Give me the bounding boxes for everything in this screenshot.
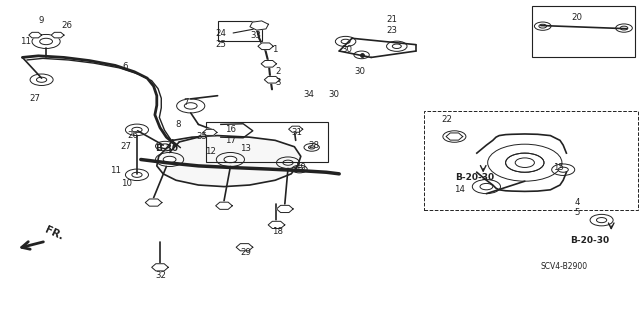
Text: B-30: B-30	[155, 144, 178, 153]
Bar	[206, 122, 328, 162]
Circle shape	[161, 144, 170, 148]
Circle shape	[596, 218, 607, 223]
Circle shape	[539, 24, 547, 28]
Polygon shape	[145, 199, 162, 206]
Circle shape	[36, 77, 47, 82]
Text: 18: 18	[272, 227, 284, 236]
Circle shape	[283, 160, 293, 165]
Circle shape	[506, 153, 544, 172]
Circle shape	[163, 156, 176, 163]
Text: 33: 33	[250, 31, 262, 40]
Circle shape	[184, 103, 197, 109]
Circle shape	[620, 26, 628, 30]
Text: 27: 27	[29, 94, 41, 103]
Polygon shape	[258, 43, 273, 49]
Circle shape	[341, 39, 350, 44]
Circle shape	[558, 167, 568, 172]
Text: SCV4-B2900: SCV4-B2900	[541, 262, 588, 271]
Text: 32: 32	[156, 271, 167, 280]
Polygon shape	[289, 126, 303, 132]
Text: 11: 11	[109, 166, 121, 175]
Polygon shape	[29, 32, 42, 38]
Circle shape	[308, 146, 315, 149]
Circle shape	[296, 167, 303, 171]
Text: 14: 14	[454, 185, 465, 194]
Text: 16: 16	[225, 125, 236, 134]
Text: 17: 17	[225, 136, 236, 145]
Polygon shape	[261, 61, 276, 67]
Text: 23: 23	[386, 26, 397, 35]
Text: 5: 5	[575, 208, 580, 217]
Text: 30: 30	[354, 67, 365, 76]
Text: 24: 24	[215, 29, 227, 38]
Bar	[218, 21, 262, 41]
Text: 10: 10	[120, 179, 132, 188]
Text: 26: 26	[127, 131, 138, 140]
Text: FR.: FR.	[44, 225, 65, 242]
Text: 30: 30	[328, 90, 340, 99]
Text: B-20-30: B-20-30	[455, 173, 495, 182]
Text: 1: 1	[273, 45, 278, 54]
Circle shape	[40, 38, 52, 45]
Text: 11: 11	[20, 37, 31, 46]
Text: 35: 35	[196, 132, 207, 141]
Circle shape	[480, 183, 493, 190]
Text: 13: 13	[240, 144, 252, 153]
Polygon shape	[152, 264, 168, 271]
Bar	[532, 6, 635, 57]
Circle shape	[449, 134, 460, 139]
Text: 12: 12	[205, 147, 216, 156]
Text: B-20-30: B-20-30	[570, 236, 610, 245]
Bar	[424, 111, 638, 210]
Text: 3: 3	[275, 78, 280, 87]
Text: 9: 9	[39, 16, 44, 25]
Circle shape	[392, 44, 401, 48]
Polygon shape	[268, 221, 285, 228]
Text: 7: 7	[183, 98, 188, 107]
Circle shape	[132, 172, 142, 177]
Text: 27: 27	[120, 142, 132, 151]
Polygon shape	[446, 133, 463, 140]
Polygon shape	[276, 205, 293, 212]
Text: 31: 31	[291, 128, 303, 137]
Text: 2: 2	[275, 67, 280, 76]
Polygon shape	[51, 32, 64, 38]
Text: 21: 21	[386, 15, 397, 24]
Circle shape	[224, 156, 237, 163]
Circle shape	[132, 127, 142, 132]
Polygon shape	[203, 129, 217, 136]
Polygon shape	[216, 202, 232, 209]
Text: 8: 8	[175, 120, 180, 129]
Text: 28: 28	[308, 141, 319, 150]
Text: 34: 34	[303, 90, 314, 99]
Text: 15: 15	[552, 163, 564, 172]
Circle shape	[515, 158, 534, 167]
Text: 19: 19	[296, 163, 306, 172]
Text: 25: 25	[215, 40, 227, 49]
Text: 30: 30	[341, 45, 353, 54]
Text: 20: 20	[572, 13, 583, 22]
Polygon shape	[236, 244, 253, 251]
Text: 26: 26	[61, 21, 73, 30]
Text: 22: 22	[441, 115, 452, 124]
Polygon shape	[250, 21, 268, 30]
Text: 29: 29	[241, 248, 251, 256]
Polygon shape	[264, 77, 280, 83]
Text: 4: 4	[575, 198, 580, 207]
Text: 6: 6	[122, 63, 127, 71]
Polygon shape	[157, 136, 301, 187]
